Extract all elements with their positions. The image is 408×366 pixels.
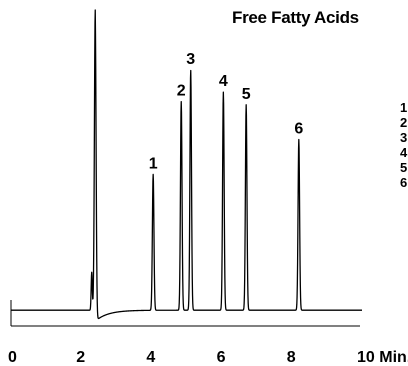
peak-label-3: 3 xyxy=(186,51,195,68)
x-tick-label: 0 xyxy=(8,349,17,366)
peak-label-6: 6 xyxy=(294,121,303,138)
legend-item-4: 4 xyxy=(400,145,408,160)
chart-title: Free Fatty Acids xyxy=(232,8,359,27)
x-tick-label: 6 xyxy=(217,349,226,366)
legend-item-5: 5 xyxy=(400,160,408,175)
peak-label-4: 4 xyxy=(219,73,228,90)
x-tick-label: 2 xyxy=(76,349,85,366)
legend-item-3: 3 xyxy=(400,130,408,145)
legend-item-2: 2 xyxy=(400,115,408,130)
peak-label-1: 1 xyxy=(149,155,158,172)
legend: 1 2 3 4 5 6 xyxy=(400,100,407,190)
peak-label-2: 2 xyxy=(177,83,186,100)
x-tick-label: 8 xyxy=(287,349,296,366)
x-tick-label: 10 Min. xyxy=(357,349,408,366)
legend-item-1: 1 xyxy=(400,100,408,115)
legend-item-6: 6 xyxy=(400,175,408,190)
chromatogram-trace xyxy=(10,9,363,320)
x-tick-label: 4 xyxy=(146,349,155,366)
peak-label-5: 5 xyxy=(242,86,251,103)
